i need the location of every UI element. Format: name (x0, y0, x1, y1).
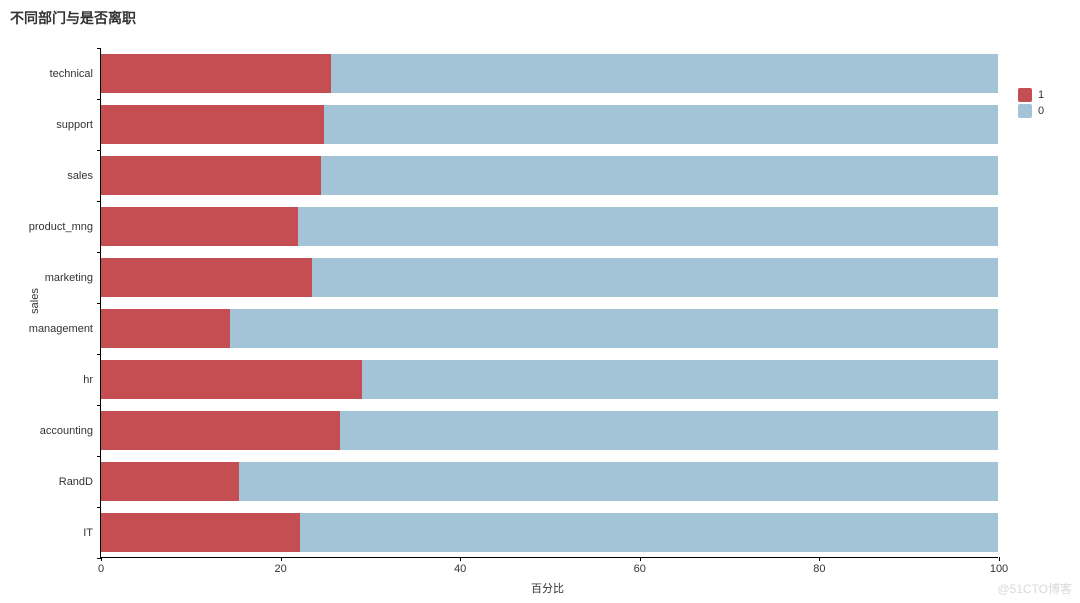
bar-row (101, 105, 998, 145)
bar-row (101, 411, 998, 451)
bar-segment (101, 207, 298, 247)
legend-item: 1 (1018, 88, 1044, 102)
x-tick-label: 80 (813, 557, 825, 575)
bar-row (101, 156, 998, 196)
y-tick-label: accounting (40, 425, 101, 437)
legend-label: 1 (1038, 89, 1044, 101)
bar-row (101, 54, 998, 94)
bar-row (101, 207, 998, 247)
bar-segment (239, 462, 998, 502)
y-tick-label: RandD (59, 476, 101, 488)
bar-segment (298, 207, 998, 247)
legend-label: 0 (1038, 105, 1044, 117)
bar-segment (101, 156, 321, 196)
x-axis-title: 百分比 (531, 580, 564, 596)
y-tick-label: technical (50, 68, 101, 80)
y-tick-label: marketing (45, 272, 101, 284)
bar-row (101, 513, 998, 553)
bar-segment (101, 54, 331, 94)
bar-segment (101, 513, 300, 553)
bar-segment (230, 309, 998, 349)
x-tick-label: 0 (98, 557, 104, 575)
bar-segment (340, 411, 998, 451)
bar-row (101, 462, 998, 502)
y-tick-label: IT (83, 527, 101, 539)
bar-segment (362, 360, 998, 400)
y-tick-mark (97, 150, 101, 151)
y-tick-mark (97, 507, 101, 508)
y-tick-label: product_mng (29, 221, 101, 233)
y-tick-mark (97, 354, 101, 355)
y-tick-mark (97, 99, 101, 100)
bar-row (101, 309, 998, 349)
legend: 10 (1018, 88, 1044, 120)
y-axis-title: sales (29, 288, 41, 314)
bar-segment (101, 258, 312, 298)
legend-item: 0 (1018, 104, 1044, 118)
y-tick-mark (97, 201, 101, 202)
bar-segment (101, 309, 230, 349)
y-tick-mark (97, 405, 101, 406)
y-tick-mark (97, 456, 101, 457)
y-tick-mark (97, 303, 101, 304)
y-tick-label: management (29, 323, 101, 335)
plot-area: technicalsupportsalesproduct_mngmarketin… (100, 48, 998, 558)
x-tick-label: 100 (990, 557, 1008, 575)
bar-segment (101, 411, 340, 451)
bar-segment (324, 105, 998, 145)
x-tick-label: 40 (454, 557, 466, 575)
y-tick-mark (97, 252, 101, 253)
bar-segment (101, 462, 239, 502)
bar-row (101, 360, 998, 400)
y-tick-label: support (56, 119, 101, 131)
watermark: @51CTO博客 (997, 580, 1072, 597)
legend-swatch (1018, 88, 1032, 102)
bar-segment (312, 258, 998, 298)
bar-segment (300, 513, 998, 553)
chart-title: 不同部门与是否离职 (10, 8, 136, 28)
bar-segment (321, 156, 998, 196)
bar-row (101, 258, 998, 298)
legend-swatch (1018, 104, 1032, 118)
y-tick-label: sales (67, 170, 101, 182)
bar-segment (331, 54, 998, 94)
bar-segment (101, 105, 324, 145)
y-tick-label: hr (83, 374, 101, 386)
bar-segment (101, 360, 362, 400)
x-tick-label: 60 (634, 557, 646, 575)
x-tick-label: 20 (274, 557, 286, 575)
y-tick-mark (97, 48, 101, 49)
